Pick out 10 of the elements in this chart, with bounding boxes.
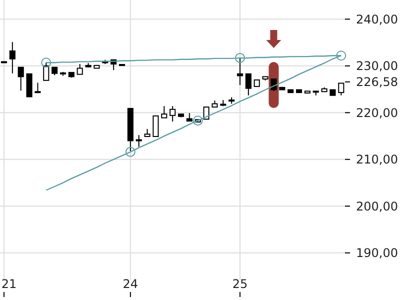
y-tick-label: 240,00: [356, 12, 398, 26]
y-tick-label: 220,00: [356, 106, 398, 120]
x-tick-label: 24: [122, 277, 138, 291]
x-tick-label: 21: [1, 277, 17, 291]
x-tick-label: 25: [232, 277, 248, 291]
y-tick-label: 210,00: [356, 152, 398, 167]
ref-line-label: 226,58: [356, 75, 398, 90]
y-tick-label: 200,00: [356, 199, 398, 214]
y-tick-label: 190,00: [356, 246, 398, 260]
y-tick-label: 230,00: [356, 59, 398, 74]
